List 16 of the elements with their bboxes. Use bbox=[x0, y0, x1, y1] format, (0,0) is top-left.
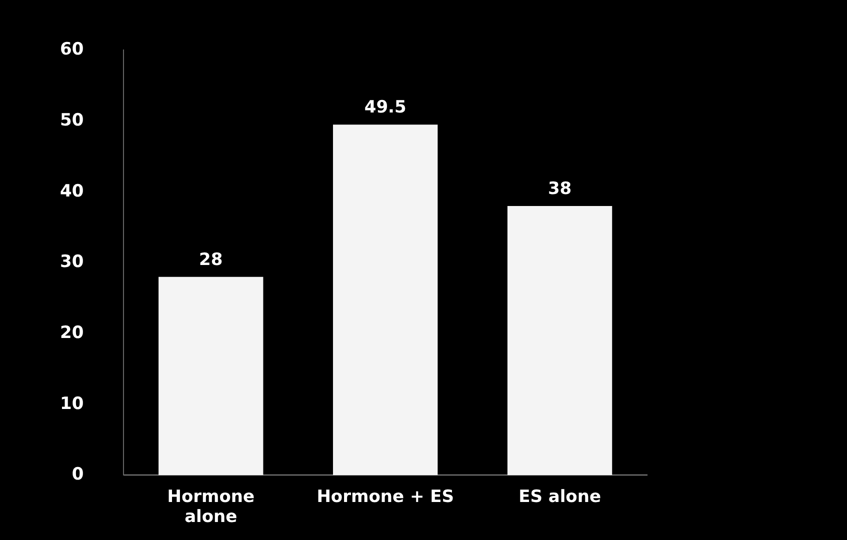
y-tick-label: 10 bbox=[60, 394, 84, 414]
bar bbox=[158, 276, 264, 476]
y-tick-label: 20 bbox=[60, 322, 84, 343]
data-label: 38 bbox=[548, 178, 572, 199]
data-label: 49.5 bbox=[364, 97, 406, 118]
y-tick-label: 40 bbox=[60, 181, 84, 202]
data-label: 28 bbox=[199, 250, 223, 270]
y-tick-label: 50 bbox=[60, 110, 84, 130]
y-tick-label: 60 bbox=[60, 40, 84, 60]
x-tick-label: Hormone alone bbox=[167, 486, 255, 528]
bar bbox=[332, 124, 438, 476]
x-tick-label: Hormone + ES bbox=[316, 486, 454, 507]
y-tick-label: 30 bbox=[60, 252, 84, 272]
x-tick-label: ES alone bbox=[518, 486, 601, 507]
y-tick-label: 0 bbox=[72, 464, 84, 485]
bar bbox=[507, 206, 612, 476]
